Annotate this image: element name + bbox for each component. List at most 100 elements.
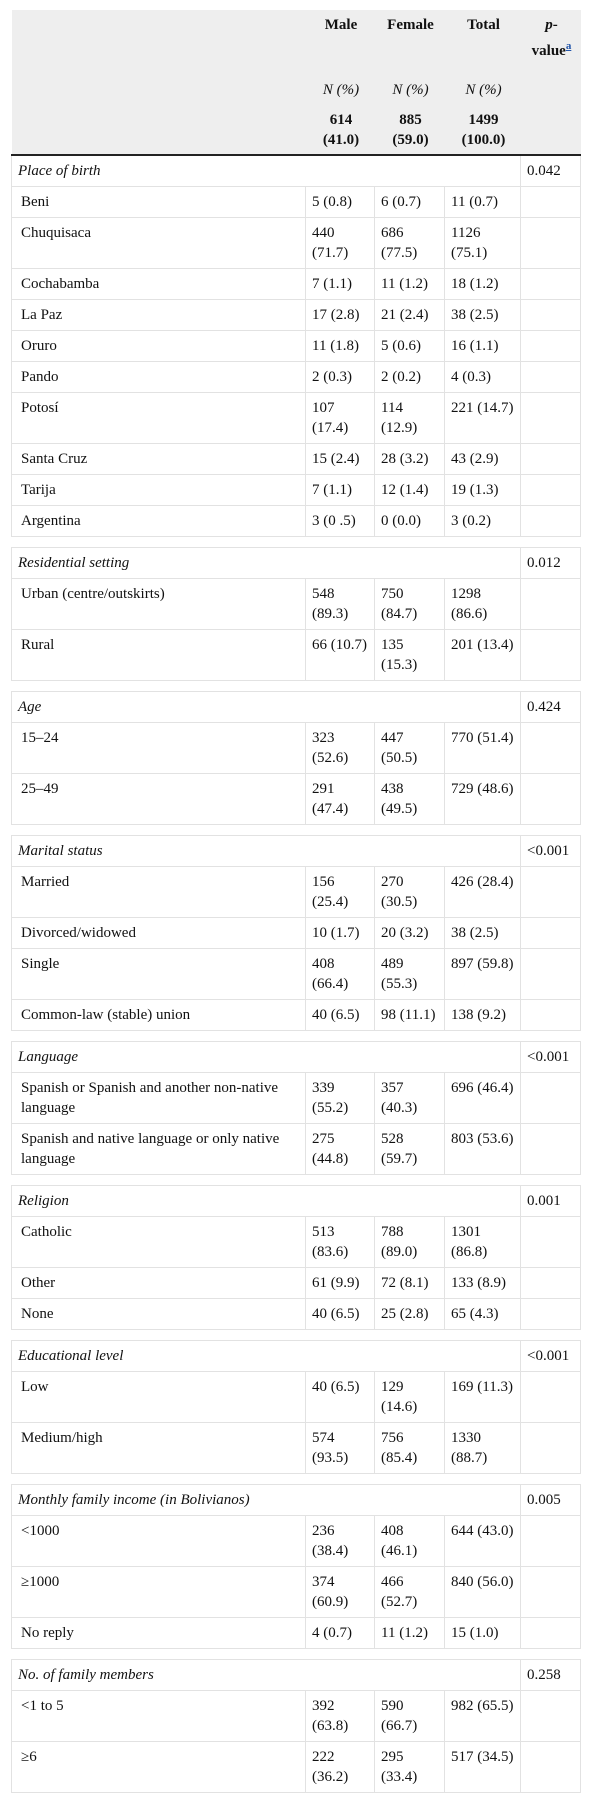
data-cell: 38 (2.5) — [444, 299, 521, 331]
data-row: None 40 (6.5) 25 (2.8) 65 (4.3) — [11, 1298, 581, 1330]
data-cell: 574 (93.5) — [305, 1422, 375, 1474]
data-cell: 156 (25.4) — [305, 866, 375, 918]
data-row: Low 40 (6.5) 129 (14.6) 169 (11.3) — [11, 1371, 581, 1423]
section-row: Educational level <0.001 — [11, 1340, 581, 1372]
empty-cell — [520, 1515, 581, 1567]
data-cell: 135 (15.3) — [374, 629, 445, 681]
empty-cell — [520, 474, 581, 506]
section-title: Residential setting — [11, 547, 521, 579]
data-cell: 4 (0.3) — [444, 361, 521, 393]
data-cell: 201 (13.4) — [444, 629, 521, 681]
total-pct: (59.0) — [392, 132, 429, 148]
section-row: Monthly family income (in Bolivianos) 0.0… — [11, 1484, 581, 1516]
data-cell: 2 (0.2) — [374, 361, 445, 393]
data-cell: 98 (11.1) — [374, 999, 445, 1031]
data-cell: 40 (6.5) — [305, 1298, 375, 1330]
column-header: p-valuea — [520, 10, 581, 66]
p-value: 0.424 — [520, 691, 581, 723]
empty-cell — [520, 578, 581, 630]
footnote-link[interactable]: a — [565, 40, 572, 52]
row-label: La Paz — [11, 299, 306, 331]
data-cell: 447 (50.5) — [374, 722, 445, 774]
empty-cell — [520, 1216, 581, 1268]
data-cell: 11 (1.2) — [374, 1617, 445, 1649]
data-cell: 11 (1.2) — [374, 268, 445, 300]
header-cell — [520, 66, 581, 105]
data-row: La Paz 17 (2.8) 21 (2.4) 38 (2.5) — [11, 299, 581, 331]
data-cell: 107 (17.4) — [305, 392, 375, 444]
data-cell: 270 (30.5) — [374, 866, 445, 918]
p-value: 0.001 — [520, 1185, 581, 1217]
empty-cell — [520, 1617, 581, 1649]
data-cell: 840 (56.0) — [444, 1566, 521, 1618]
unit-cell: N (%) — [444, 66, 521, 105]
total-pct: (41.0) — [322, 132, 360, 148]
data-row: ≥6 222 (36.2) 295 (33.4) 517 (34.5) — [11, 1741, 581, 1793]
data-cell: 61 (9.9) — [305, 1267, 375, 1299]
empty-cell — [520, 330, 581, 362]
row-label: Argentina — [11, 505, 306, 537]
data-cell: 729 (48.6) — [444, 773, 521, 825]
spacer-cell — [11, 1030, 581, 1042]
section-row: Language <0.001 — [11, 1041, 581, 1073]
data-cell: 438 (49.5) — [374, 773, 445, 825]
data-cell: 408 (66.4) — [305, 948, 375, 1000]
data-cell: 72 (8.1) — [374, 1267, 445, 1299]
p-suffix: -value — [531, 17, 566, 59]
empty-cell — [520, 629, 581, 681]
row-label: Cochabamba — [11, 268, 306, 300]
row-label: Divorced/widowed — [11, 917, 306, 949]
section-row: Religion 0.001 — [11, 1185, 581, 1217]
data-cell: 3 (0 .5) — [305, 505, 375, 537]
data-cell: 357 (40.3) — [374, 1072, 445, 1124]
empty-cell — [520, 773, 581, 825]
data-cell: 7 (1.1) — [305, 268, 375, 300]
empty-cell — [520, 917, 581, 949]
row-label: Spanish and native language or only nati… — [11, 1123, 306, 1175]
total-n: 1499 — [468, 112, 499, 128]
data-cell: 466 (52.7) — [374, 1566, 445, 1618]
data-cell: 21 (2.4) — [374, 299, 445, 331]
total-cell: 614 (41.0) — [305, 105, 375, 156]
row-label: Tarija — [11, 474, 306, 506]
header-cell — [11, 66, 306, 105]
p-value: <0.001 — [520, 1340, 581, 1372]
data-row: <1 to 5 392 (63.8) 590 (66.7) 982 (65.5) — [11, 1690, 581, 1742]
data-cell: 756 (85.4) — [374, 1422, 445, 1474]
data-cell: 2 (0.3) — [305, 361, 375, 393]
data-cell: 65 (4.3) — [444, 1298, 521, 1330]
empty-cell — [520, 1298, 581, 1330]
unit-cell: N (%) — [374, 66, 445, 105]
empty-cell — [520, 186, 581, 218]
row-label: Urban (centre/outskirts) — [11, 578, 306, 630]
section-row: Residential setting 0.012 — [11, 547, 581, 579]
data-cell: 982 (65.5) — [444, 1690, 521, 1742]
spacer-cell — [11, 536, 581, 548]
data-row: Other 61 (9.9) 72 (8.1) 133 (8.9) — [11, 1267, 581, 1299]
data-row: Spanish or Spanish and another non-nativ… — [11, 1072, 581, 1124]
data-cell: 295 (33.4) — [374, 1741, 445, 1793]
data-row: No reply 4 (0.7) 11 (1.2) 15 (1.0) — [11, 1617, 581, 1649]
spacer-cell — [11, 1329, 581, 1341]
data-cell: 517 (34.5) — [444, 1741, 521, 1793]
data-cell: 750 (84.7) — [374, 578, 445, 630]
data-cell: 43 (2.9) — [444, 443, 521, 475]
row-label: Low — [11, 1371, 306, 1423]
data-cell: 40 (6.5) — [305, 1371, 375, 1423]
section-row: No. of family members 0.258 — [11, 1659, 581, 1691]
row-label: No reply — [11, 1617, 306, 1649]
empty-cell — [520, 217, 581, 269]
header-cell — [520, 105, 581, 156]
data-cell: 1298 (86.6) — [444, 578, 521, 630]
data-row: Urban (centre/outskirts) 548 (89.3) 750 (8… — [11, 578, 581, 630]
data-cell: 11 (0.7) — [444, 186, 521, 218]
data-cell: 222 (36.2) — [305, 1741, 375, 1793]
data-row: Divorced/widowed 10 (1.7) 20 (3.2) 38 (2.5) — [11, 917, 581, 949]
empty-cell — [520, 1566, 581, 1618]
data-cell: 18 (1.2) — [444, 268, 521, 300]
data-row: Single 408 (66.4) 489 (55.3) 897 (59.8) — [11, 948, 581, 1000]
data-cell: 513 (83.6) — [305, 1216, 375, 1268]
data-cell: 221 (14.7) — [444, 392, 521, 444]
row-label: Potosí — [11, 392, 306, 444]
